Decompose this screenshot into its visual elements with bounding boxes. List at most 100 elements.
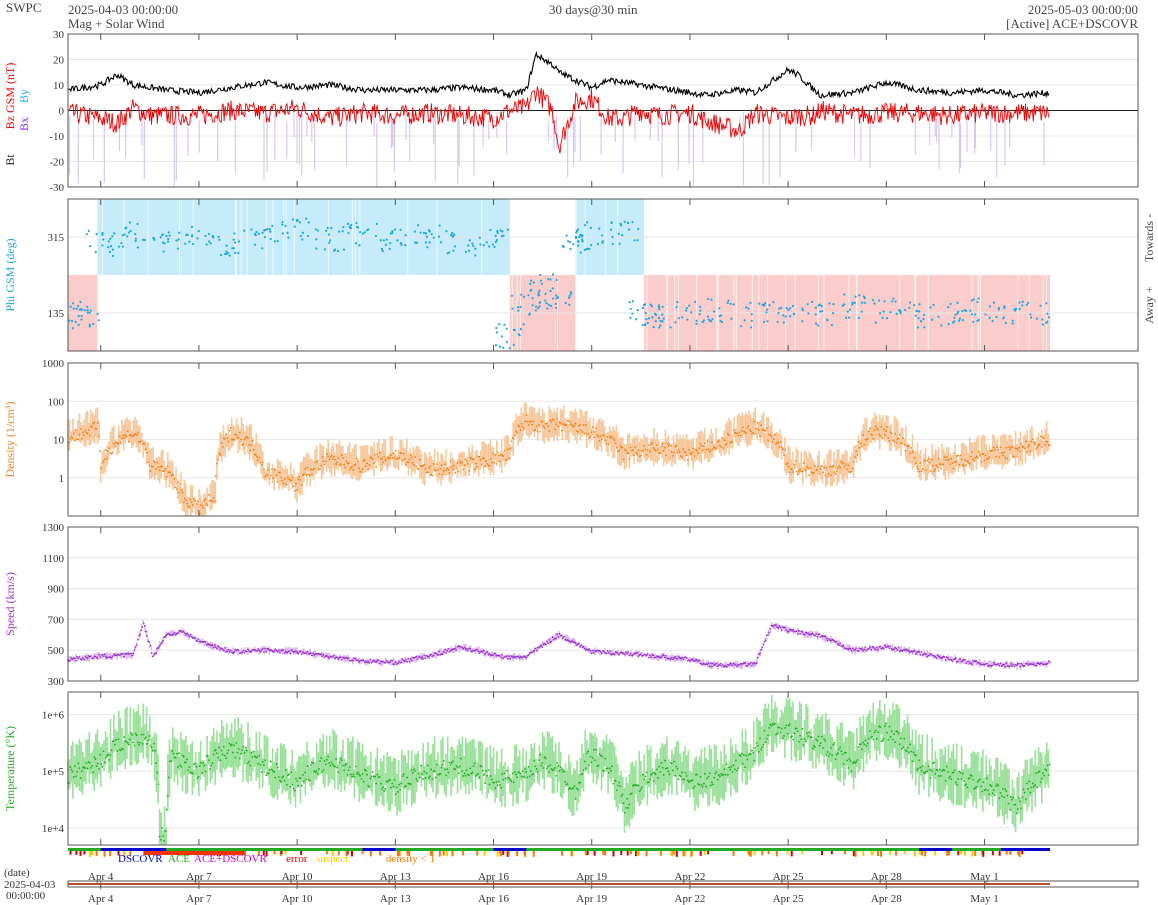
- density-point: [604, 439, 607, 442]
- temperature-point: [187, 769, 190, 772]
- phi-point: [128, 221, 132, 224]
- phi-point: [1015, 307, 1018, 311]
- speed-point: [755, 662, 758, 664]
- density-point: [653, 448, 656, 451]
- phi-point: [482, 244, 485, 247]
- phi-point: [452, 249, 455, 252]
- density-point: [847, 464, 850, 467]
- speed-point: [408, 660, 411, 663]
- speed-point: [591, 649, 594, 652]
- density-point: [256, 455, 258, 458]
- speed-point: [257, 648, 260, 650]
- temperature-point: [244, 746, 247, 749]
- y-tick-label: 10: [53, 435, 65, 447]
- speed-point: [897, 646, 900, 649]
- speed-point: [274, 648, 277, 651]
- phi-point: [568, 303, 571, 306]
- temperature-point: [465, 769, 468, 771]
- speed-point: [710, 665, 713, 668]
- speed-point: [259, 650, 262, 653]
- density-point: [371, 458, 374, 460]
- temperature-point: [587, 750, 590, 753]
- density-point: [415, 465, 418, 468]
- phi-point: [347, 231, 350, 235]
- density-point: [539, 430, 541, 433]
- phi-point: [152, 237, 155, 240]
- phi-point: [965, 309, 968, 312]
- phi-point: [650, 305, 653, 308]
- density-point: [507, 448, 509, 451]
- density-point: [806, 465, 808, 468]
- speed-point: [857, 650, 860, 652]
- speed-point: [790, 628, 792, 631]
- density-point: [493, 461, 496, 464]
- speed-point: [500, 657, 502, 659]
- speed-point: [919, 653, 922, 656]
- density-point: [919, 462, 922, 464]
- temperature-point: [351, 775, 354, 778]
- phi-point: [325, 229, 328, 232]
- phi-point: [547, 278, 550, 281]
- temperature-point: [558, 770, 561, 772]
- temperature-point: [542, 767, 545, 769]
- density-point: [880, 426, 883, 428]
- temperature-point: [224, 754, 226, 757]
- density-point: [590, 431, 593, 434]
- density-point: [785, 463, 788, 466]
- density-point: [69, 438, 72, 440]
- density-point: [127, 440, 130, 443]
- speed-point: [901, 650, 903, 653]
- phi-point: [817, 324, 820, 327]
- density-point: [808, 474, 811, 477]
- speed-point: [1023, 665, 1026, 667]
- speed-point: [787, 630, 790, 633]
- speed-point: [1048, 661, 1051, 664]
- phi-point: [711, 317, 714, 321]
- temperature-point: [523, 775, 525, 778]
- phi-point: [988, 305, 992, 308]
- phi-point: [184, 242, 187, 245]
- speed-point: [1047, 660, 1050, 662]
- speed-point: [415, 655, 418, 658]
- speed-point: [968, 662, 971, 665]
- phi-point: [399, 242, 402, 245]
- density-point: [952, 467, 955, 470]
- phi-point: [316, 229, 319, 232]
- temperature-point: [431, 778, 434, 780]
- phi-point: [577, 240, 580, 243]
- phi-point: [346, 222, 350, 225]
- density-point: [673, 451, 675, 454]
- density-point: [417, 468, 420, 471]
- density-point: [518, 425, 521, 428]
- density-point: [177, 481, 179, 484]
- phi-point: [517, 309, 520, 312]
- density-point: [446, 467, 449, 470]
- phi-point: [947, 306, 950, 309]
- density-point: [996, 446, 999, 448]
- density-point: [112, 442, 115, 445]
- density-point: [704, 442, 706, 445]
- speed-point: [441, 653, 444, 655]
- speed-point: [588, 648, 591, 651]
- density-point: [814, 465, 816, 467]
- phi-point: [330, 226, 333, 230]
- density-point: [816, 469, 819, 471]
- temperature-point: [288, 773, 291, 775]
- temperature-point: [425, 772, 428, 775]
- density-point: [784, 448, 787, 451]
- temperature-point: [423, 770, 426, 773]
- density-point: [882, 428, 885, 431]
- speed-point: [282, 648, 285, 651]
- phi-point: [922, 317, 925, 321]
- density-point: [83, 434, 85, 436]
- phi-point: [89, 244, 92, 248]
- temperature-point: [323, 760, 326, 762]
- temperature-point: [335, 758, 337, 760]
- temperature-point: [657, 777, 659, 779]
- phi-point: [807, 312, 810, 315]
- density-point: [402, 452, 405, 455]
- density-point: [889, 431, 892, 434]
- temperature-point: [322, 769, 325, 772]
- density-point: [705, 448, 708, 451]
- speed-point: [928, 654, 931, 656]
